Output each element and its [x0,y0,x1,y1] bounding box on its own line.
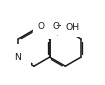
Text: N: N [45,26,52,35]
Text: +: + [48,26,54,32]
Text: −: − [55,20,62,29]
Text: OH: OH [66,23,80,32]
Text: O: O [38,22,45,31]
Text: N: N [14,53,21,62]
Text: O: O [52,22,59,31]
